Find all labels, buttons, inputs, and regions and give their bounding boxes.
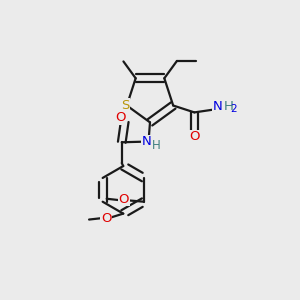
Text: O: O [115, 111, 125, 124]
Text: H: H [152, 139, 161, 152]
Text: 2: 2 [230, 104, 237, 114]
Text: N: N [142, 135, 152, 148]
Text: O: O [101, 212, 112, 225]
Text: N: N [213, 100, 222, 113]
Text: S: S [121, 99, 130, 112]
Text: O: O [119, 193, 129, 206]
Text: O: O [189, 130, 200, 143]
Text: H: H [224, 100, 233, 113]
